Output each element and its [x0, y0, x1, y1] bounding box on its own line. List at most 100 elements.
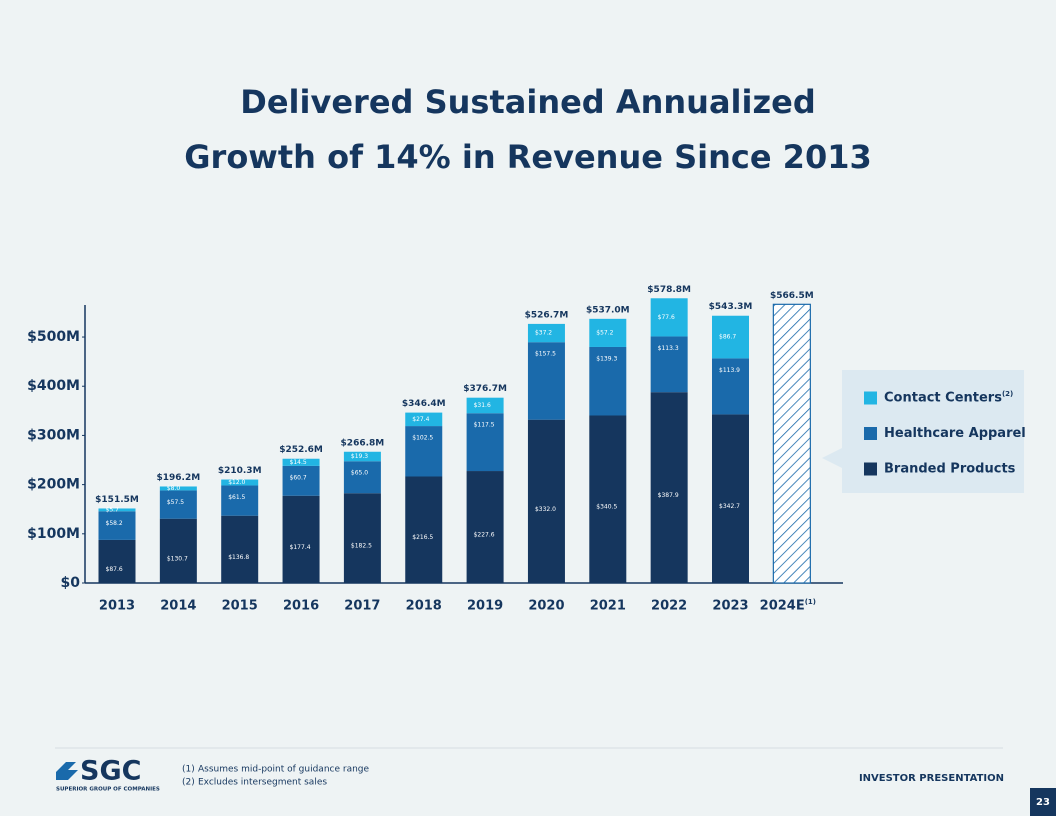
segment-label: $27.4 — [412, 416, 429, 423]
x-tick-label: 2020 — [528, 599, 564, 614]
total-label: $578.8M — [647, 285, 691, 295]
segment-label: $227.6 — [474, 532, 495, 539]
segment-label: $139.3 — [596, 355, 617, 362]
title-line: Growth of 14% in Revenue Since 2013 — [184, 138, 871, 176]
segment-label: $387.9 — [658, 492, 679, 499]
bar-segment — [527, 342, 565, 420]
legend-swatch — [864, 391, 877, 405]
x-tick-label: 2018 — [406, 599, 442, 614]
segment-label: $216.5 — [412, 534, 433, 541]
bar-segment — [650, 392, 688, 583]
company-name: SUPERIOR GROUP OF COMPANIES — [56, 787, 160, 793]
total-label: $526.7M — [525, 310, 569, 320]
total-label: $376.7M — [463, 384, 507, 394]
x-tick-label: 2024E(1) — [760, 598, 816, 614]
segment-label: $19.3 — [351, 453, 368, 460]
x-tick-label: 2019 — [467, 599, 503, 614]
x-tick-label: 2022 — [651, 599, 687, 614]
page-number: 23 — [1036, 797, 1050, 808]
bar-segment — [159, 490, 197, 519]
segment-label: $117.5 — [474, 422, 495, 429]
segment-label: $113.3 — [658, 345, 679, 352]
total-label: $543.3M — [709, 302, 753, 312]
segment-label: $332.0 — [535, 506, 556, 513]
bar-segment — [343, 451, 381, 462]
bar-segment — [712, 315, 749, 359]
total-label: $196.2M — [157, 473, 201, 483]
y-tick-label: $500M — [27, 329, 80, 345]
segment-label: $60.7 — [290, 474, 307, 481]
segment-label: $57.2 — [596, 329, 613, 336]
segment-label: $14.5 — [290, 459, 307, 466]
segment-label: $130.7 — [167, 555, 188, 562]
segment-label: $136.8 — [228, 554, 249, 561]
logo-mark — [56, 762, 78, 780]
page-box — [1030, 788, 1056, 816]
forecast-bar — [772, 303, 811, 584]
bar-segment — [712, 358, 749, 415]
bar-segment — [343, 493, 381, 583]
segment-label: $102.5 — [412, 435, 433, 442]
legend-swatch — [864, 427, 877, 440]
segment-label: $65.0 — [351, 470, 368, 477]
segment-label: $87.6 — [106, 566, 123, 573]
segment-label: $57.5 — [167, 499, 184, 506]
y-tick-label: $0 — [61, 575, 81, 591]
y-tick-label: $400M — [27, 378, 80, 394]
bar-segment — [98, 508, 136, 512]
segment-label: $113.9 — [719, 367, 740, 374]
bar-segment — [650, 336, 688, 393]
x-tick-label: 2017 — [344, 599, 380, 614]
footnote: Assumes mid-point of guidance range — [198, 765, 369, 775]
segment-label: $182.5 — [351, 543, 372, 550]
legend-label: Branded Products — [884, 462, 1016, 477]
legend-label: Contact Centers(2) — [884, 390, 1013, 406]
bar-segment — [527, 323, 565, 343]
footnote-marker: (2) — [182, 778, 195, 788]
x-tick-label: 2023 — [712, 599, 748, 614]
logo-text: SGC — [80, 756, 141, 787]
bar-segment — [589, 415, 627, 583]
segment-label: $86.7 — [719, 334, 736, 341]
segment-label: $157.5 — [535, 351, 556, 358]
y-tick-label: $300M — [27, 427, 80, 443]
bar-segment — [282, 465, 320, 496]
total-label: $210.3M — [218, 466, 262, 476]
segment-label: $37.2 — [535, 330, 552, 337]
segment-label: $340.5 — [596, 504, 617, 511]
total-label: $346.4M — [402, 399, 446, 409]
segment-label: $61.5 — [228, 494, 245, 501]
x-tick-label: 2016 — [283, 599, 319, 614]
bar-segment — [98, 511, 136, 540]
bar-segment — [159, 518, 197, 583]
y-tick-label: $200M — [27, 477, 80, 493]
legend-label: Healthcare Apparel — [884, 426, 1026, 441]
total-label: $151.5M — [95, 495, 139, 505]
bar-segment — [589, 346, 627, 416]
bar-segment — [282, 458, 320, 466]
total-label: $252.6M — [279, 445, 323, 455]
bar-segment — [650, 298, 688, 337]
bar-segment — [343, 461, 381, 494]
bar-segment — [589, 318, 627, 347]
footnote-marker: (1) — [182, 765, 195, 775]
y-tick-label: $100M — [27, 526, 80, 542]
segment-label: $12.0 — [228, 479, 245, 486]
bar-segment — [221, 479, 259, 486]
x-tick-label: 2015 — [222, 599, 258, 614]
segment-label: $77.6 — [658, 314, 675, 321]
x-tick-label: 2021 — [590, 599, 626, 614]
segment-label: $8.0 — [167, 485, 181, 492]
bar-segment — [405, 412, 443, 427]
bar-segment — [466, 413, 504, 472]
bar-segment — [405, 476, 443, 583]
legend-note: (2) — [1002, 390, 1013, 398]
bar-segment — [159, 486, 197, 491]
title-line: Delivered Sustained Annualized — [240, 83, 815, 121]
x-tick-note: (1) — [805, 598, 816, 606]
segment-label: $31.6 — [474, 402, 491, 409]
bar-segment — [466, 471, 504, 583]
bar-segment — [527, 419, 565, 583]
